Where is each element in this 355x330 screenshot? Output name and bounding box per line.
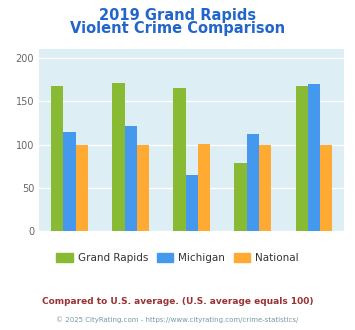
Bar [125, 125, 137, 231]
Bar [259, 145, 271, 231]
Bar [51, 86, 64, 231]
Bar [76, 145, 88, 231]
Bar [308, 84, 320, 231]
Text: 2019 Grand Rapids: 2019 Grand Rapids [99, 8, 256, 23]
Bar [320, 145, 332, 231]
Text: Violent Crime Comparison: Violent Crime Comparison [70, 21, 285, 36]
Text: © 2025 CityRating.com - https://www.cityrating.com/crime-statistics/: © 2025 CityRating.com - https://www.city… [56, 317, 299, 323]
Bar [173, 87, 186, 231]
Bar [198, 144, 210, 231]
Bar [137, 145, 149, 231]
Text: Compared to U.S. average. (U.S. average equals 100): Compared to U.S. average. (U.S. average … [42, 297, 313, 306]
Bar [234, 163, 247, 231]
Bar [64, 132, 76, 231]
Bar [295, 86, 308, 231]
Legend: Grand Rapids, Michigan, National: Grand Rapids, Michigan, National [52, 249, 303, 267]
Bar [186, 175, 198, 231]
Bar [112, 83, 125, 231]
Bar [247, 134, 259, 231]
